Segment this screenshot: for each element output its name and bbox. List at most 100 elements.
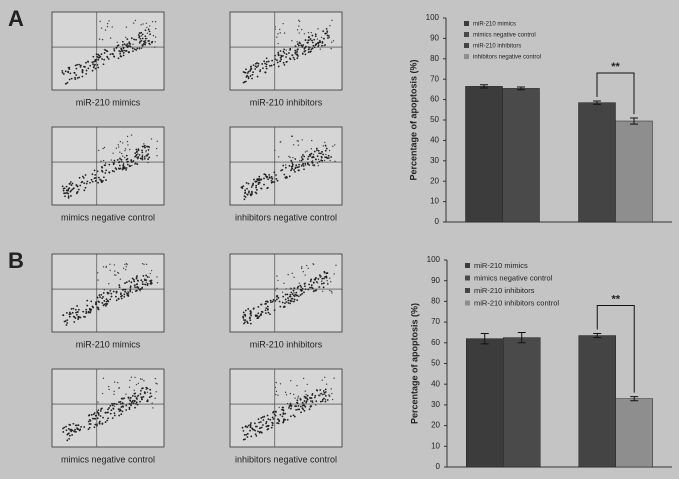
cell-dot (299, 21, 300, 22)
cell-dot (296, 299, 298, 301)
cell-dot (113, 391, 114, 392)
cell-dot (267, 306, 269, 308)
cell-dot (135, 49, 137, 51)
cell-dot (282, 165, 284, 167)
cell-dot (122, 411, 124, 413)
cell-dot (128, 45, 130, 47)
cell-dot (302, 405, 304, 407)
cell-dot (271, 60, 273, 62)
significance-label: ** (611, 293, 620, 305)
cell-dot (321, 283, 323, 285)
cell-dot (330, 388, 331, 389)
cell-dot (128, 398, 129, 399)
cell-dot (97, 409, 99, 411)
cell-dot (284, 177, 286, 179)
cell-dot (250, 66, 252, 68)
cell-dot (276, 288, 277, 289)
flow-plot-caption: miR-210 inhibitors (250, 339, 323, 349)
cell-dot (315, 400, 317, 402)
cell-dot (297, 397, 298, 398)
cell-dot (119, 168, 121, 170)
cell-dot (298, 25, 299, 26)
cell-dot (137, 404, 139, 406)
cell-dot (141, 155, 143, 157)
cell-dot (128, 51, 130, 53)
cell-dot (273, 171, 275, 173)
cell-dot (333, 273, 334, 274)
cell-dot (243, 439, 245, 441)
cell-dot (154, 41, 155, 42)
cell-dot (63, 192, 65, 194)
cell-dot (85, 309, 87, 311)
cell-dot (108, 386, 109, 387)
cell-dot (285, 392, 286, 393)
cell-dot (116, 47, 118, 49)
cell-dot (67, 188, 69, 190)
cell-dot (263, 178, 265, 180)
cell-dot (321, 280, 322, 281)
cell-dot (92, 173, 94, 175)
flow-plot-frame (230, 254, 342, 332)
cell-dot (256, 66, 258, 68)
cell-dot (144, 156, 146, 158)
cell-dot (274, 150, 275, 151)
y-tick-label: 0 (436, 462, 441, 471)
cell-dot (126, 50, 128, 52)
cell-dot (152, 21, 153, 22)
cell-dot (251, 191, 253, 193)
legend-swatch (464, 54, 469, 59)
cell-dot (296, 54, 298, 56)
cell-dot (306, 398, 307, 399)
cell-dot (266, 421, 268, 423)
cell-dot (311, 284, 313, 286)
cell-dot (139, 42, 140, 43)
cell-dot (126, 266, 127, 267)
cell-dot (117, 159, 119, 161)
cell-dot (271, 182, 273, 184)
cell-dot (325, 401, 327, 403)
cell-dot (122, 289, 124, 291)
cell-dot (113, 48, 115, 50)
cell-dot (248, 183, 250, 185)
significance-label: ** (611, 61, 620, 73)
cell-dot (83, 182, 85, 184)
cell-dot (290, 292, 292, 294)
cell-dot (256, 189, 258, 191)
cell-dot (280, 50, 282, 52)
cell-dot (136, 283, 138, 285)
cell-dot (317, 162, 318, 163)
cell-dot (250, 422, 252, 424)
cell-dot (302, 407, 304, 409)
cell-dot (97, 64, 99, 66)
cell-dot (91, 61, 93, 63)
cell-dot (95, 303, 97, 305)
cell-dot (124, 167, 126, 169)
flow-plot-caption: mimics negative control (61, 212, 155, 222)
cell-dot (273, 64, 275, 66)
cell-dot (147, 276, 149, 278)
legend-swatch (465, 263, 470, 268)
cell-dot (275, 387, 276, 388)
cell-dot (304, 33, 305, 34)
cell-dot (72, 423, 74, 425)
cell-dot (123, 163, 124, 164)
cell-dot (113, 171, 115, 173)
cell-dot (285, 294, 287, 296)
cell-dot (132, 278, 134, 280)
cell-dot (298, 408, 300, 410)
cell-dot (146, 281, 147, 282)
cell-dot (117, 42, 118, 43)
cell-dot (247, 76, 249, 78)
cell-dot (66, 319, 68, 321)
cell-dot (295, 166, 297, 168)
cell-dot (334, 161, 335, 162)
cell-dot (323, 392, 325, 394)
y-tick-label: 50 (430, 115, 439, 124)
cell-dot (155, 28, 156, 29)
cell-dot (287, 403, 288, 404)
cell-dot (120, 279, 121, 280)
cell-dot (242, 185, 244, 187)
cell-dot (113, 404, 114, 405)
cell-dot (301, 165, 303, 167)
cell-dot (309, 51, 311, 53)
